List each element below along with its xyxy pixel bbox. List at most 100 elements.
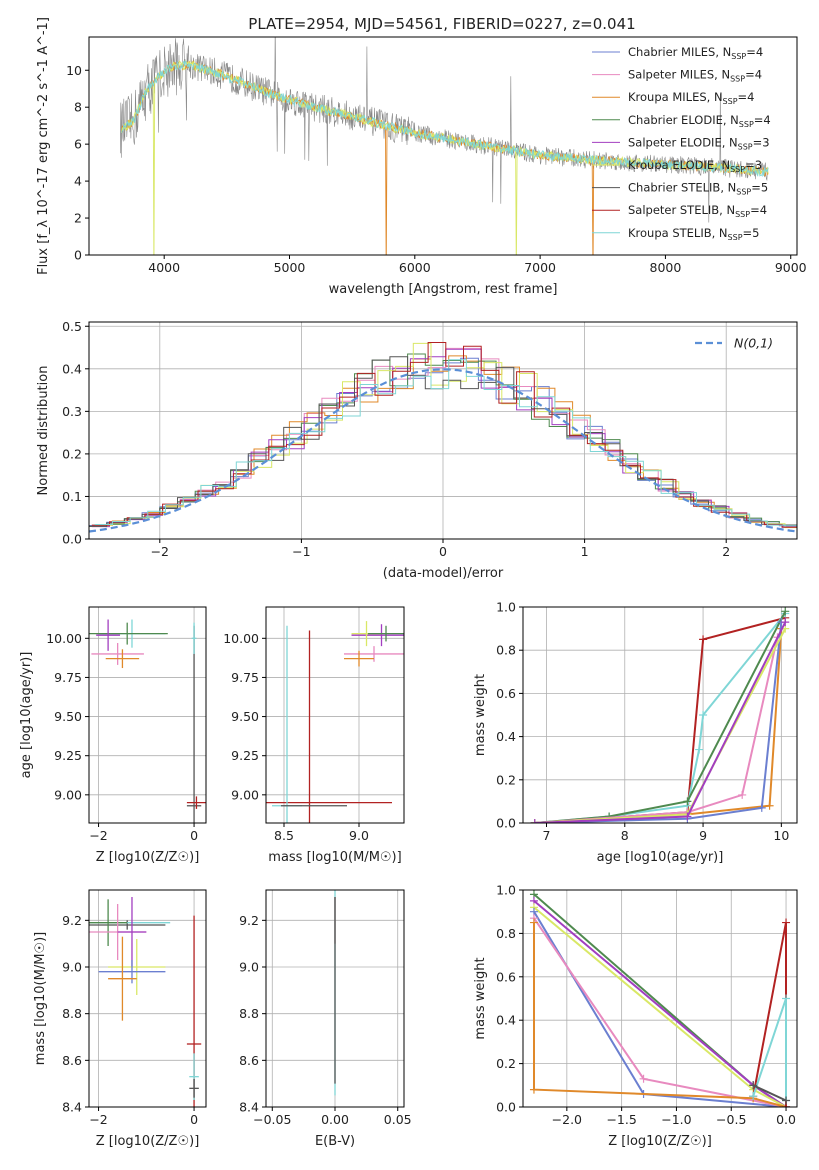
- x-tick-label: 0: [190, 828, 198, 843]
- y-tick-label: 9.25: [231, 748, 259, 763]
- model-kroupa_stelib: [121, 60, 769, 178]
- weight-line-kroupa_stelib: [534, 612, 787, 823]
- y-tick-label: 6: [74, 137, 82, 152]
- x-axis-label: age [log10(age/yr)]: [597, 850, 724, 865]
- y-tick-label: 8.8: [62, 1006, 82, 1021]
- panel-mass-vs-ebv: −0.05 0.00 0.05 8.4 8.6 8.8 9.0 9.2 E(B-V): [239, 889, 412, 1149]
- legend-label: Chabrier MILES, NSSP=4: [628, 45, 763, 61]
- x-tick-label: 9000: [775, 260, 807, 275]
- y-axis-label: mass [log10(M/M☉)]: [33, 932, 48, 1065]
- y-tick-label: 10: [66, 63, 82, 78]
- y-tick-label: 8.6: [239, 1053, 259, 1068]
- x-tick-label: −1.0: [661, 1112, 691, 1127]
- weight-marker-kroupa_stelib: [699, 711, 708, 719]
- plot-area: [530, 607, 790, 823]
- y-tick-label: 8.8: [239, 1006, 259, 1021]
- x-tick-label: 8000: [650, 260, 682, 275]
- legend-label: Chabrier ELODIE, NSSP=4: [628, 113, 771, 129]
- x-axis-label: (data-model)/error: [383, 566, 504, 581]
- normal-curve: [89, 368, 797, 533]
- x-tick-label: 4000: [148, 260, 180, 275]
- y-tick-label: 0.0: [62, 532, 82, 547]
- y-tick-label: 8: [74, 100, 82, 115]
- y-tick-label: 9.75: [231, 670, 259, 685]
- weight-line-chabrier_elodie: [533, 893, 787, 1107]
- y-axis-label: mass weight: [473, 957, 488, 1039]
- legend-label: Kroupa ELODIE, NSSP=3: [628, 158, 762, 174]
- weight-line-chabrier_miles: [533, 911, 787, 1107]
- legend-label: Salpeter ELODIE, NSSP=3: [628, 135, 770, 151]
- x-tick-label: −0.05: [253, 1112, 291, 1127]
- legend-label: Chabrier STELIB, NSSP=5: [628, 181, 768, 197]
- y-axis-label: Flux [f_λ 10^-17 erg cm^-2 s^-1 A^-1]: [36, 17, 51, 275]
- x-tick-label: 0.00: [321, 1112, 349, 1127]
- y-tick-label: 9.75: [54, 670, 82, 685]
- axes-frame: [88, 36, 798, 256]
- weight-marker-salpeter_elodie: [530, 819, 539, 823]
- panel-weight-vs-metallicity: −2.0 −1.5 −1.0 −0.5 0.0 0.0 0.2 0.4 0.6 0.8 1.0 Z […: [473, 883, 798, 1149]
- y-tick-label: 0.4: [496, 729, 516, 744]
- y-tick-label: 0.3: [62, 404, 82, 419]
- weight-line-kroupa_miles: [534, 628, 783, 823]
- weight-marker-chabrier_miles: [757, 803, 766, 812]
- weight-marker-chabrier_stelib: [749, 1081, 758, 1090]
- y-axis-label: mass weight: [473, 674, 488, 756]
- legend-label: N(0,1): [734, 336, 773, 351]
- weight-marker-kroupa_stelib: [782, 994, 791, 1003]
- weight-line-salpeter_miles: [534, 636, 779, 823]
- x-tick-label: 8.5: [274, 828, 294, 843]
- weight-line-chabrier_stelib: [752, 1084, 787, 1102]
- y-tick-label: 9.2: [62, 913, 82, 928]
- y-tick-label: 1.0: [496, 600, 516, 615]
- x-tick-label: 9: [699, 828, 707, 843]
- y-tick-label: 8.6: [62, 1053, 82, 1068]
- x-tick-label: 2: [722, 544, 730, 559]
- legend-label: Salpeter MILES, NSSP=4: [628, 68, 762, 84]
- y-tick-label: 9.50: [231, 709, 259, 724]
- x-axis-label: mass [log10(M/M☉)]: [268, 850, 401, 865]
- x-axis-label: Z [log10(Z/Z☉)]: [96, 1134, 200, 1149]
- y-tick-label: 0.8: [496, 926, 516, 941]
- weight-marker-kroupa_miles: [529, 1085, 538, 1094]
- y-tick-label: 8.4: [62, 1100, 82, 1115]
- weight-marker-salpeter_stelib: [782, 918, 791, 927]
- x-tick-label: −2: [89, 1112, 107, 1127]
- y-tick-label: 9.00: [54, 787, 82, 802]
- x-tick-label: 0.0: [776, 1112, 796, 1127]
- figure-title: PLATE=2954, MJD=54561, FIBERID=0227, z=0…: [248, 15, 635, 33]
- weight-line-salpeter_stelib: [534, 616, 786, 823]
- spectrum-legend: Chabrier MILES, NSSP=4 Salpeter MILES, NS…: [592, 45, 771, 242]
- y-tick-label: 0.4: [62, 361, 82, 376]
- y-tick-label: 0.2: [496, 1056, 516, 1071]
- x-axis-label: E(B-V): [315, 1134, 355, 1149]
- y-tick-label: 8.4: [239, 1100, 259, 1115]
- histogram-chabrier_stelib: [89, 356, 797, 527]
- y-tick-label: 1.0: [496, 883, 516, 898]
- plot-area: [266, 621, 404, 823]
- y-tick-label: 9.25: [54, 748, 82, 763]
- y-tick-label: 0.0: [496, 1100, 516, 1115]
- y-tick-label: 9.2: [239, 913, 259, 928]
- x-axis-label: wavelength [Angstrom, rest frame]: [329, 282, 558, 297]
- x-tick-label: 8: [621, 828, 629, 843]
- x-tick-label: 10: [773, 828, 789, 843]
- legend-label: Salpeter STELIB, NSSP=4: [628, 203, 767, 219]
- weight-marker-salpeter_elodie: [683, 812, 692, 821]
- y-tick-label: 10.00: [46, 631, 82, 646]
- weight-marker-kroupa_stelib: [749, 1092, 758, 1101]
- x-tick-label: 6000: [399, 260, 431, 275]
- y-axis-label: age [log10(age/yr)]: [19, 652, 34, 779]
- y-tick-label: 0.2: [62, 446, 82, 461]
- panel-spectrum: 4000 5000 6000 7000 8000 9000 0 2 4 6 8 10 wavelengt…: [36, 17, 807, 297]
- weight-line-kroupa_miles: [533, 922, 787, 1107]
- x-tick-label: 0: [439, 544, 447, 559]
- axes-frame: [522, 889, 798, 1108]
- weight-marker-salpeter_miles: [639, 1074, 648, 1083]
- plot-area: [89, 897, 202, 1107]
- x-axis-label: Z [log10(Z/Z☉)]: [96, 850, 200, 865]
- x-tick-label: 5000: [274, 260, 306, 275]
- x-tick-label: −0.5: [716, 1112, 746, 1127]
- panel-mass-vs-metallicity: −2 0 8.4 8.6 8.8 9.0 9.2 Z [log10(Z/Z☉)] mass [l…: [33, 889, 207, 1149]
- panel-weight-vs-age: 7 8 9 10 0.0 0.2 0.4 0.6 0.8 1.0 age [log10(age/yr…: [473, 600, 798, 865]
